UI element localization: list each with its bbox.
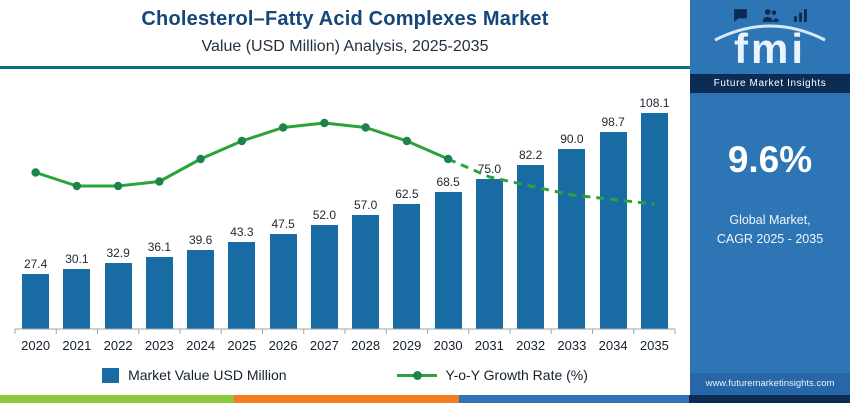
x-axis-label: 2024 xyxy=(186,338,216,353)
line-legend-swatch xyxy=(396,370,437,380)
bar-value-label: 75.0 xyxy=(477,162,502,176)
bar xyxy=(228,242,256,329)
bar-slot: 27.4 xyxy=(15,257,56,329)
bar xyxy=(517,164,545,329)
bar xyxy=(640,112,668,329)
stripe-segment xyxy=(0,395,234,403)
bar-slot: 52.0 xyxy=(304,208,345,329)
x-axis-label: 2021 xyxy=(62,338,92,353)
bar-legend-label: Market Value USD Million xyxy=(128,367,287,383)
bars-row: 27.4 30.1 32.9 36.1 39.6 43.3 47.5 52.0 57.0 62.5… xyxy=(15,79,675,329)
bar-value-label: 36.1 xyxy=(147,239,172,254)
stripe-segment xyxy=(688,395,850,403)
bar-slot: 68.5 xyxy=(428,175,469,329)
cagr-caption-line2: CAGR 2025 - 2035 xyxy=(716,232,824,247)
bar-slot: 75.0 xyxy=(469,162,510,329)
bar-value-label: 90.0 xyxy=(560,132,584,146)
chart-area: Cholesterol–Fatty Acid Complexes Market … xyxy=(0,0,690,383)
bar-slot: 82.2 xyxy=(510,148,551,329)
logo-letters: fmi xyxy=(734,25,806,72)
footer-stripe xyxy=(0,395,850,403)
x-axis-labels: 2020 2021 2022 2023 2024 2025 2026 2027 2028 2029… xyxy=(15,338,675,353)
plot-area: 27.4 30.1 32.9 36.1 39.6 43.3 47.5 52.0 57.0 62.5… xyxy=(14,79,676,335)
stripe-segment xyxy=(233,395,459,403)
website-url: www.futuremarketinsights.com xyxy=(690,373,850,395)
page-title: Cholesterol–Fatty Acid Complexes Market xyxy=(141,8,549,30)
bar-slot: 108.1 xyxy=(634,96,675,329)
x-axis-label: 2030 xyxy=(433,338,463,353)
bar xyxy=(22,274,50,329)
legend-item-bars: Market Value USD Million xyxy=(102,367,287,383)
header: Cholesterol–Fatty Acid Complexes Market … xyxy=(0,0,690,69)
bar-slot: 47.5 xyxy=(263,217,304,329)
x-axis-label: 2028 xyxy=(351,338,381,353)
bar xyxy=(63,268,91,329)
bar-slot: 98.7 xyxy=(593,115,634,329)
chat-icon xyxy=(732,7,749,24)
cagr-value: 9.6% xyxy=(727,139,813,180)
bar-value-label: 30.1 xyxy=(65,251,89,266)
legend-item-line: Y-o-Y Growth Rate (%) xyxy=(396,367,588,383)
bar xyxy=(599,131,627,329)
brand-name: Future Market Insights xyxy=(690,74,850,93)
x-axis-label: 2031 xyxy=(474,338,504,353)
bar-value-label: 39.6 xyxy=(188,232,213,247)
x-axis-label: 2025 xyxy=(227,338,257,353)
logo-swoosh xyxy=(714,24,826,42)
x-axis-label: 2026 xyxy=(268,338,298,353)
bar-legend-swatch xyxy=(102,367,120,383)
header-divider xyxy=(0,66,690,69)
bar-value-label: 32.9 xyxy=(106,246,130,261)
bar-value-label: 52.0 xyxy=(312,208,337,222)
bar-value-label: 62.5 xyxy=(395,187,419,201)
x-axis-label: 2023 xyxy=(144,338,174,353)
bar-chart-icon xyxy=(792,7,809,24)
bar-value-label: 27.4 xyxy=(23,257,48,272)
bar-value-label: 108.1 xyxy=(639,95,670,110)
stripe-segment xyxy=(459,395,689,403)
bar-value-label: 82.2 xyxy=(518,147,543,162)
x-axis-label: 2033 xyxy=(557,338,587,353)
bar-value-label: 43.3 xyxy=(230,225,254,240)
bar-value-label: 57.0 xyxy=(353,198,378,212)
bar-slot: 57.0 xyxy=(345,198,386,329)
line-legend-label: Y-o-Y Growth Rate (%) xyxy=(445,367,588,383)
bar-slot: 90.0 xyxy=(551,132,592,329)
x-axis-label: 2020 xyxy=(21,338,51,353)
brand-sidebar: fmi Future Market Insights 9.6% Global M… xyxy=(690,0,850,403)
x-axis-label: 2032 xyxy=(516,338,546,353)
x-axis-label: 2034 xyxy=(598,338,628,353)
x-axis-label: 2027 xyxy=(309,338,339,353)
bar-value-label: 68.5 xyxy=(436,175,460,189)
bar xyxy=(187,249,215,329)
cagr-caption: Global Market, CAGR 2025 - 2035 xyxy=(690,211,850,250)
bar-slot: 32.9 xyxy=(98,246,139,329)
bar xyxy=(558,149,586,329)
bar-slot: 39.6 xyxy=(180,233,221,329)
legend: Market Value USD Million Y-o-Y Growth Ra… xyxy=(0,367,690,383)
fmi-logo: fmi xyxy=(690,22,850,70)
x-axis-label: 2022 xyxy=(103,338,133,353)
bar xyxy=(104,263,132,329)
bar xyxy=(269,234,297,329)
people-icon xyxy=(761,7,780,24)
sidebar-icons xyxy=(690,0,850,24)
bar-value-label: 98.7 xyxy=(601,114,625,129)
bar xyxy=(393,204,421,329)
bar xyxy=(352,215,380,329)
bar-slot: 36.1 xyxy=(139,240,180,329)
x-axis-label: 2035 xyxy=(639,338,669,353)
x-axis-label: 2029 xyxy=(392,338,422,353)
bar-slot: 30.1 xyxy=(56,252,97,329)
bar xyxy=(145,256,173,329)
bar-value-label: 47.5 xyxy=(271,217,295,231)
bar xyxy=(310,225,338,329)
bar xyxy=(434,192,462,329)
bar-slot: 62.5 xyxy=(386,187,427,329)
bar xyxy=(475,179,503,329)
bar-slot: 43.3 xyxy=(221,225,262,329)
page-subtitle: Value (USD Million) Analysis, 2025-2035 xyxy=(201,38,489,55)
cagr-caption-line1: Global Market, xyxy=(729,213,811,227)
